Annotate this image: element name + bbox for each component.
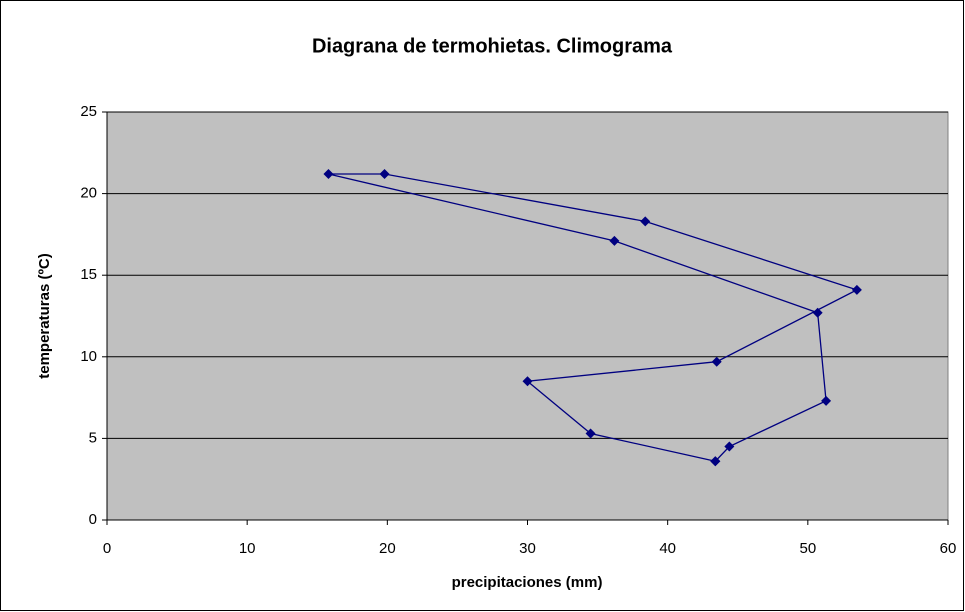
point-marker [724, 441, 735, 452]
y-axis-label: temperaturas (ºC) [36, 253, 53, 379]
point-marker [851, 284, 862, 295]
point-marker [710, 456, 721, 467]
x-tick-label: 30 [519, 540, 536, 557]
x-tick-label: 60 [940, 540, 957, 557]
point-marker [609, 235, 620, 246]
point-marker [640, 216, 651, 227]
y-tick-label: 5 [89, 429, 97, 446]
x-tick-label: 10 [239, 540, 256, 557]
chart-title: Diagrana de termohietas. Climograma [312, 35, 673, 57]
x-tick-label: 20 [379, 540, 396, 557]
y-tick-label: 25 [80, 103, 97, 120]
point-marker [522, 376, 533, 387]
x-axis-label: precipitaciones (mm) [452, 574, 603, 591]
y-tick-label: 20 [80, 185, 97, 202]
point-marker [585, 428, 596, 439]
x-tick-label: 0 [103, 540, 111, 557]
y-tick-label: 15 [80, 266, 97, 283]
plot-area [106, 111, 949, 521]
point-marker [812, 307, 823, 318]
x-tick-label: 50 [799, 540, 816, 557]
point-marker [379, 169, 390, 180]
point-marker [711, 356, 722, 367]
y-tick-label: 10 [80, 348, 97, 365]
point-marker [323, 169, 334, 180]
y-tick-label: 0 [89, 511, 97, 528]
x-tick-label: 40 [659, 540, 676, 557]
point-marker [821, 395, 832, 406]
